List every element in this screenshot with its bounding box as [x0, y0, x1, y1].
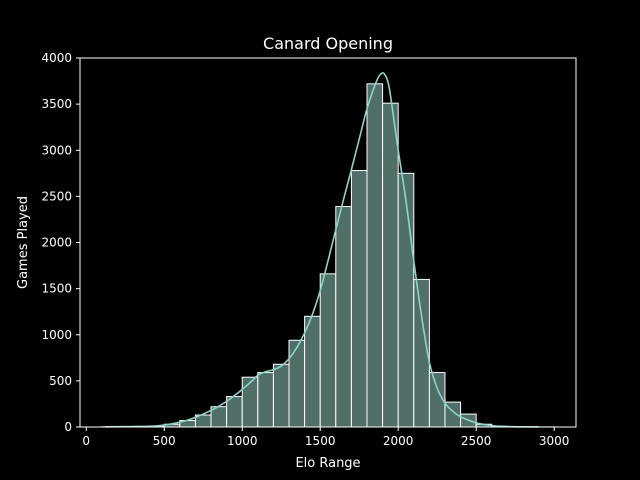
histogram-bar-19: [397, 172, 415, 428]
y-tick-label: 0: [64, 420, 72, 434]
y-tick-label: 500: [49, 374, 72, 388]
histogram-bar-17: [366, 83, 384, 428]
x-tick-label: 500: [153, 434, 176, 448]
x-axis-ticks: 0 500 1000 1500 2000 2500 3000: [82, 427, 569, 448]
y-tick-label: 3000: [41, 143, 72, 157]
y-tick-label: 1500: [41, 282, 72, 296]
y-tick-label: 3500: [41, 97, 72, 111]
y-tick-label: 1000: [41, 328, 72, 342]
histogram-bar-14: [319, 273, 337, 428]
histogram-bar-16: [350, 170, 368, 428]
x-tick-label: 1500: [305, 434, 336, 448]
x-tick-label: 2000: [383, 434, 414, 448]
x-axis-label: Elo Range: [295, 456, 360, 471]
y-axis-label: Games Played: [16, 196, 31, 289]
histogram-bar-13: [304, 315, 321, 428]
x-tick-label: 0: [82, 434, 90, 448]
kde-curve: [104, 72, 539, 428]
y-tick-label: 4000: [41, 51, 72, 65]
y-tick-label: 2000: [41, 236, 72, 250]
x-tick-label: 1000: [227, 434, 258, 448]
histogram-bar-10: [257, 372, 274, 428]
y-axis-ticks: 0 500 1000 1500 2000 2500 3000 3500 4000: [41, 51, 80, 434]
histogram-bar-12: [288, 339, 306, 428]
histogram-bar-15: [335, 206, 352, 428]
chart-title: Canard Opening: [263, 34, 393, 53]
histogram-bar-18: [382, 102, 399, 428]
histogram-bar-8: [226, 396, 243, 428]
x-tick-label: 3000: [539, 434, 570, 448]
histogram-bar-9: [241, 376, 259, 428]
histogram-bar-11: [272, 363, 290, 428]
x-tick-label: 2500: [461, 434, 492, 448]
y-tick-label: 2500: [41, 189, 72, 203]
